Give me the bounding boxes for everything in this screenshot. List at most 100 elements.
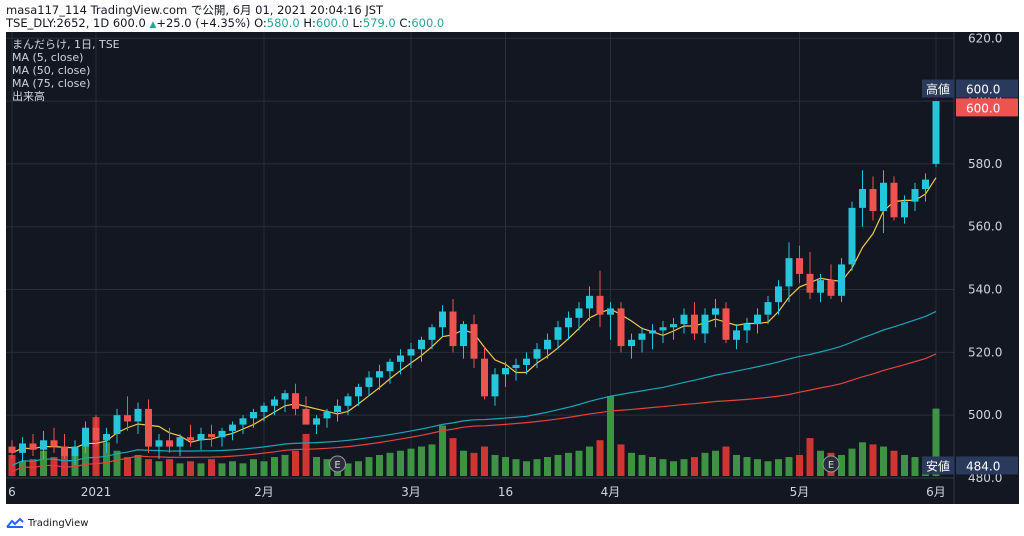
candle-body[interactable] xyxy=(533,349,541,359)
candle-body[interactable] xyxy=(113,415,121,435)
candle-body[interactable] xyxy=(932,101,940,164)
candle-body[interactable] xyxy=(617,308,625,347)
candle-body[interactable] xyxy=(838,264,845,296)
candle-body[interactable] xyxy=(691,314,698,334)
candle-body[interactable] xyxy=(323,412,331,419)
candle-body[interactable] xyxy=(922,179,929,190)
candle-body[interactable] xyxy=(869,189,877,212)
candle-body[interactable] xyxy=(428,327,436,340)
candle-body[interactable] xyxy=(239,418,247,425)
x-tick-label: 4月 xyxy=(601,485,621,499)
candle-body[interactable] xyxy=(859,189,866,208)
legend-volume[interactable]: 出来高 xyxy=(12,90,45,103)
candle-body[interactable] xyxy=(344,396,352,406)
candle-body[interactable] xyxy=(712,308,719,315)
candle-body[interactable] xyxy=(796,258,803,274)
candle-body[interactable] xyxy=(8,446,16,453)
candle-body[interactable] xyxy=(134,408,142,422)
candle-body[interactable] xyxy=(197,434,205,441)
candle-body[interactable] xyxy=(61,446,68,457)
candle-body[interactable] xyxy=(50,440,58,447)
candle-body[interactable] xyxy=(271,399,278,406)
candle-body[interactable] xyxy=(806,273,814,293)
candle-body[interactable] xyxy=(124,415,131,422)
candle-body[interactable] xyxy=(449,311,457,347)
candle-body[interactable] xyxy=(71,446,79,457)
candle-body[interactable] xyxy=(229,424,236,431)
candle-body[interactable] xyxy=(418,339,425,350)
candle-body[interactable] xyxy=(460,324,467,347)
legend-ma5[interactable]: MA (5, close) xyxy=(12,51,84,64)
earnings-marker-icon[interactable] xyxy=(329,455,346,473)
candle-body[interactable] xyxy=(890,182,898,218)
candle-body[interactable] xyxy=(334,405,341,413)
candle-body[interactable] xyxy=(19,443,26,453)
candle-body[interactable] xyxy=(439,311,446,328)
candle-body[interactable] xyxy=(145,408,152,447)
candle-body[interactable] xyxy=(701,314,709,334)
candle-body[interactable] xyxy=(208,434,215,438)
candle-body[interactable] xyxy=(848,207,856,265)
candle-body[interactable] xyxy=(754,314,761,325)
candle-body[interactable] xyxy=(670,324,677,328)
candle-body[interactable] xyxy=(355,386,362,397)
candle-body[interactable] xyxy=(785,258,793,287)
legend-ma50[interactable]: MA (50, close) xyxy=(12,64,91,77)
candle-body[interactable] xyxy=(911,189,919,202)
candle-body[interactable] xyxy=(659,327,667,331)
candle-body[interactable] xyxy=(470,324,478,359)
candle-body[interactable] xyxy=(722,308,730,340)
candle-body[interactable] xyxy=(281,393,289,400)
candle-body[interactable] xyxy=(376,371,383,378)
candle-body[interactable] xyxy=(176,437,184,447)
candle-body[interactable] xyxy=(901,201,908,218)
candle-body[interactable] xyxy=(166,440,173,447)
candle-body[interactable] xyxy=(82,427,89,447)
legend-ma75[interactable]: MA (75, close) xyxy=(12,77,91,90)
candle-body[interactable] xyxy=(397,355,404,362)
candle-body[interactable] xyxy=(575,308,583,318)
chart-area[interactable]: 480.0 500.0 520.0 540.0 560.0 580.0 600.0 620.0… xyxy=(6,32,1019,504)
candle-body[interactable] xyxy=(775,286,782,303)
candle-body[interactable] xyxy=(292,393,299,409)
candle-body[interactable] xyxy=(155,440,163,447)
candle-body[interactable] xyxy=(596,295,604,315)
candle-body[interactable] xyxy=(29,443,37,450)
candle-body[interactable] xyxy=(827,280,835,296)
candle-body[interactable] xyxy=(649,330,656,334)
candle-body[interactable] xyxy=(260,405,268,413)
candle-body[interactable] xyxy=(880,182,887,212)
candle-body[interactable] xyxy=(544,339,551,350)
candle-body[interactable] xyxy=(386,361,394,372)
candle-body[interactable] xyxy=(365,377,373,387)
candle-body[interactable] xyxy=(743,324,751,331)
candle-body[interactable] xyxy=(554,327,562,340)
earnings-marker-icon[interactable] xyxy=(822,455,840,473)
candle-body[interactable] xyxy=(565,317,572,328)
volume-bar xyxy=(302,433,310,476)
candle-body[interactable] xyxy=(586,295,593,309)
candle-body[interactable] xyxy=(512,364,520,369)
candle-body[interactable] xyxy=(502,368,509,375)
candle-body[interactable] xyxy=(523,358,530,365)
candle-body[interactable] xyxy=(607,308,614,315)
candle-body[interactable] xyxy=(313,418,320,425)
candle-body[interactable] xyxy=(40,440,47,450)
candle-body[interactable] xyxy=(638,333,646,340)
candle-body[interactable] xyxy=(187,437,194,441)
candle-body[interactable] xyxy=(250,412,257,419)
candle-body[interactable] xyxy=(680,314,688,325)
candle-body[interactable] xyxy=(481,358,488,397)
candle-body[interactable] xyxy=(302,408,310,425)
candle-body[interactable] xyxy=(733,330,740,340)
candle-body[interactable] xyxy=(628,339,635,347)
candle-body[interactable] xyxy=(103,434,110,441)
candle-body[interactable] xyxy=(491,374,499,397)
candle-body[interactable] xyxy=(817,280,824,293)
price-chart[interactable]: 480.0 500.0 520.0 540.0 560.0 580.0 600.0 620.0… xyxy=(6,32,1019,504)
candle-body[interactable] xyxy=(407,349,415,356)
candle-body[interactable] xyxy=(764,302,772,315)
candle-body[interactable] xyxy=(92,427,100,441)
candle-body[interactable] xyxy=(218,430,226,438)
volume-bar xyxy=(911,457,919,476)
